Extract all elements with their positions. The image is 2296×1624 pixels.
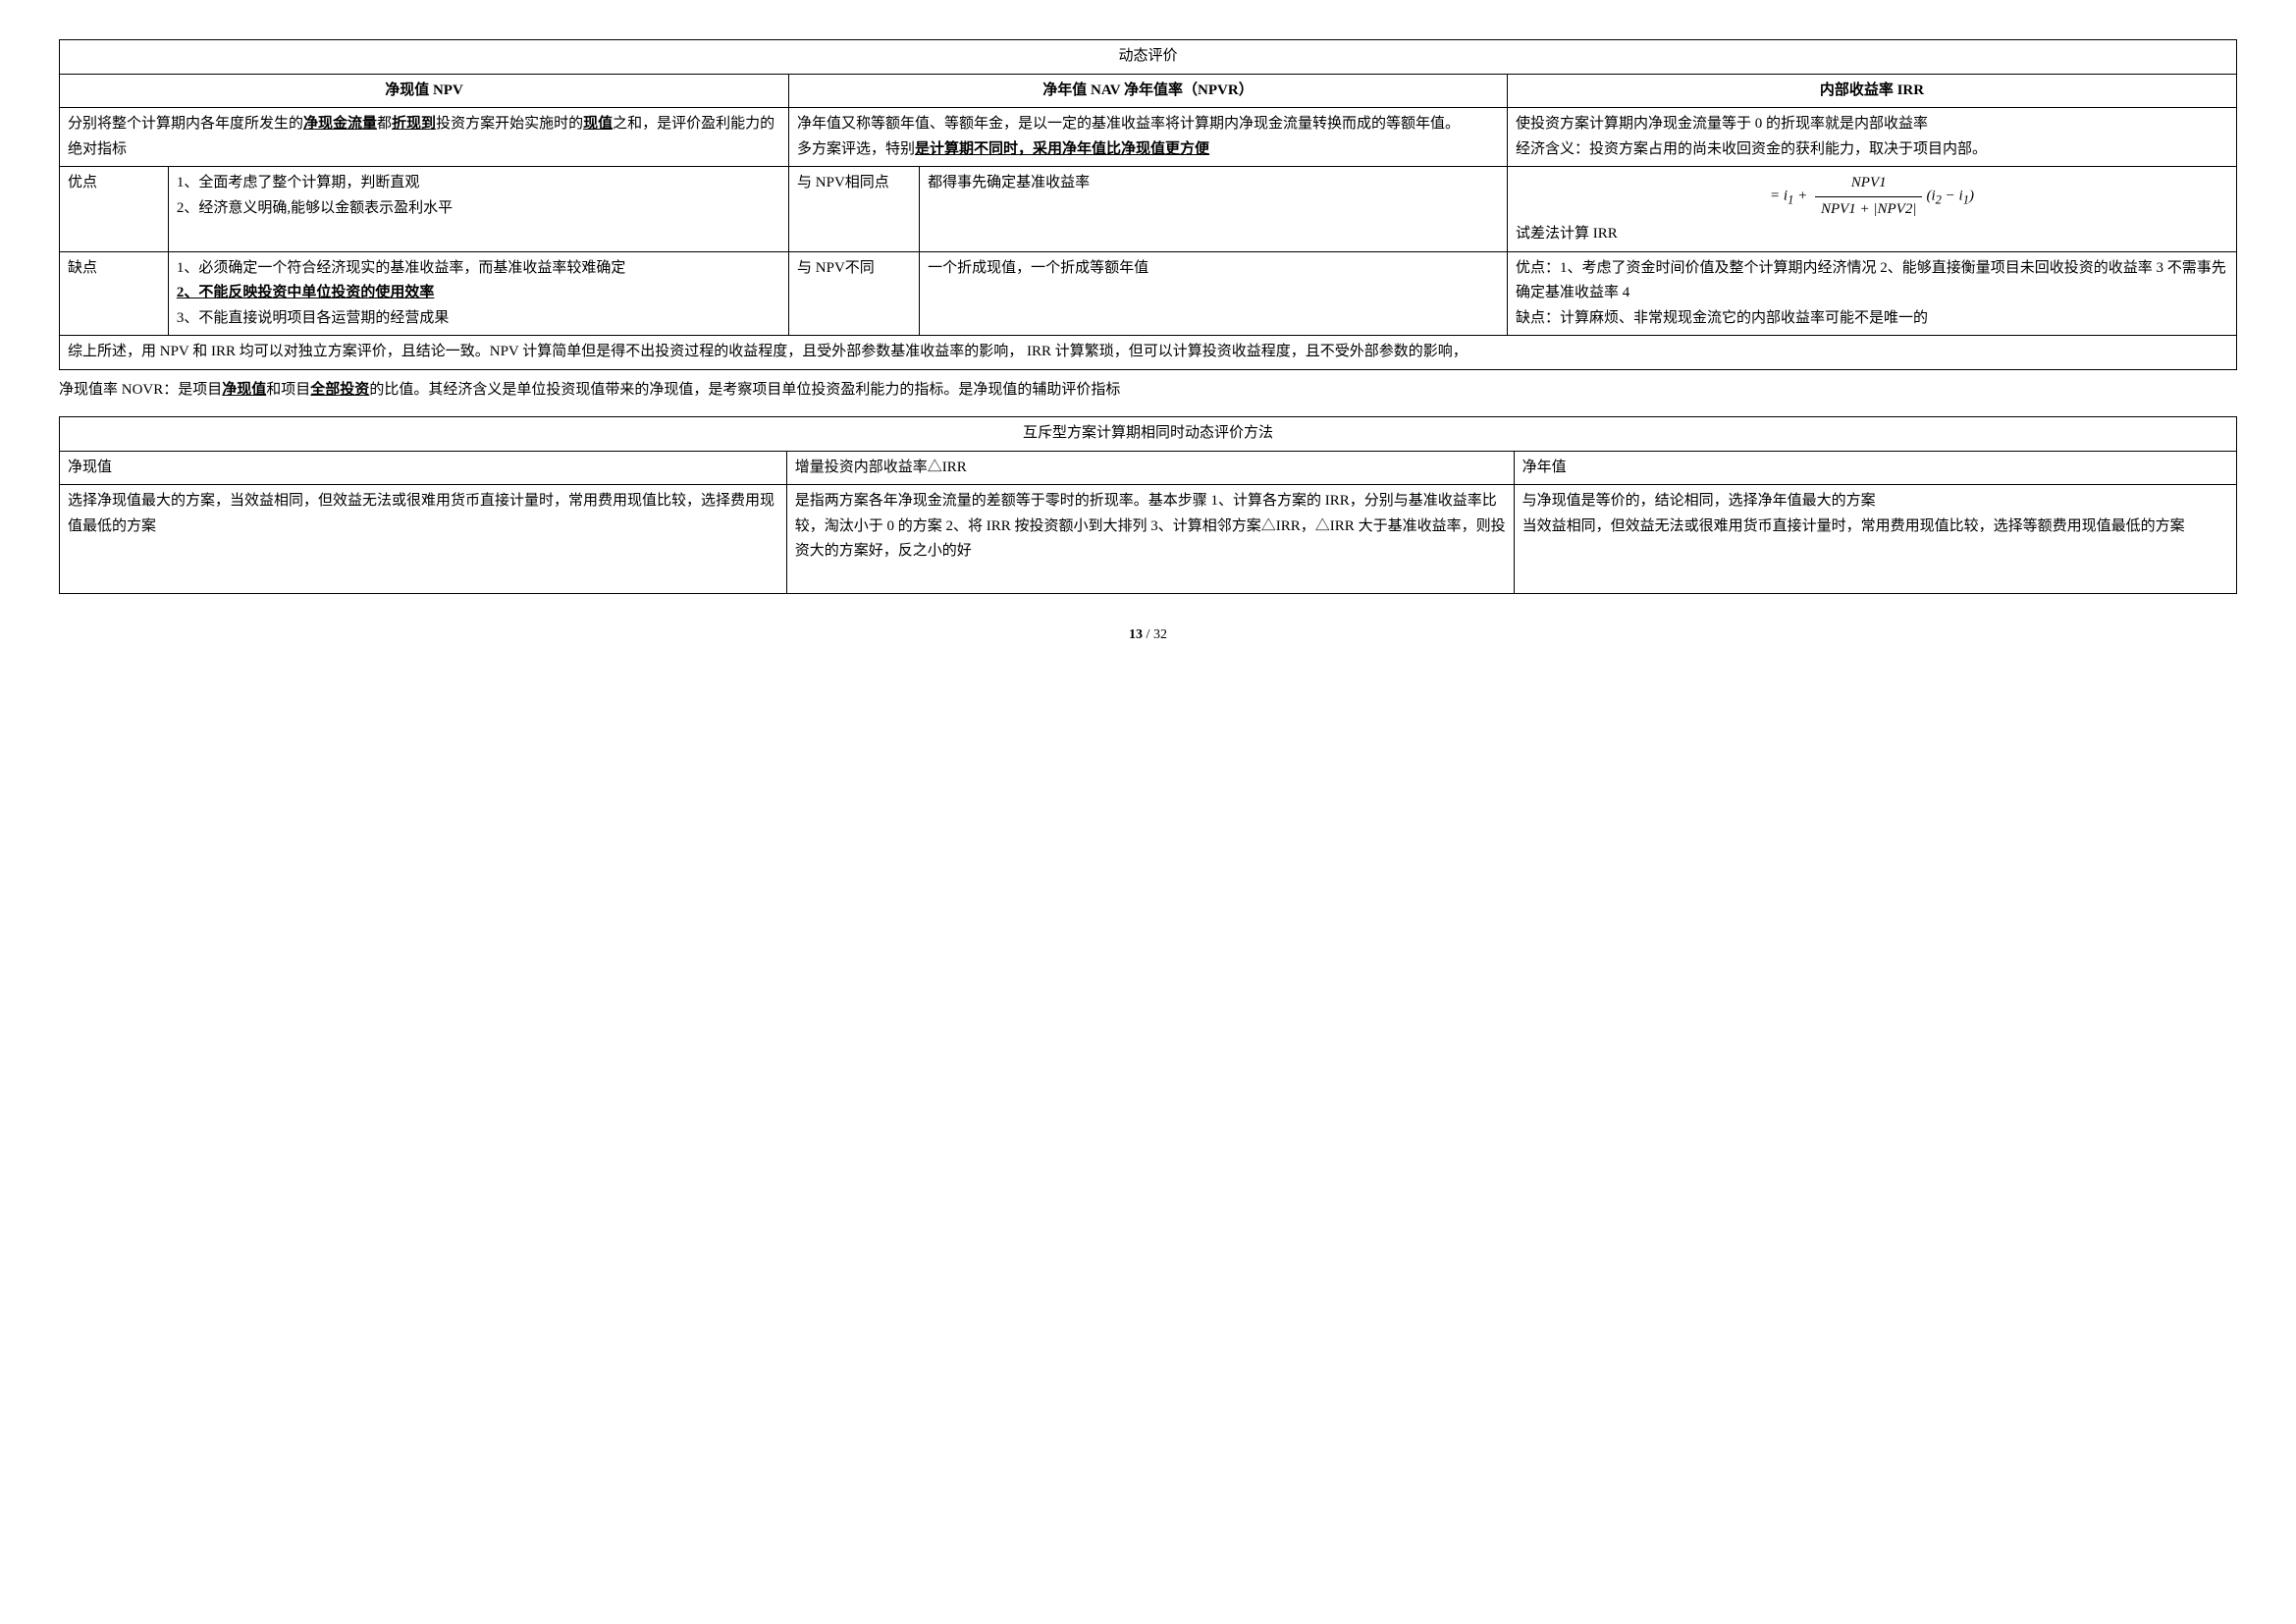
t1-npv-pros: 1、全面考虑了整个计算期，判断直观 2、经济意义明确,能够以金额表示盈利水平 <box>168 167 788 252</box>
t1-summary: 综上所述，用 NPV 和 IRR 均可以对独立方案评价，且结论一致。NPV 计算… <box>60 336 2237 370</box>
t1-header-nav: 净年值 NAV 净年值率（NPVR） <box>789 74 1508 108</box>
t1-nav-diff-label: 与 NPV不同 <box>789 251 920 336</box>
t2-h3: 净年值 <box>1514 451 2236 485</box>
t1-cons-label: 缺点 <box>60 251 169 336</box>
t1-nav-def: 净年值又称等额年值、等额年金，是以一定的基准收益率将计算期内净现金流量转换而成的… <box>789 108 1508 167</box>
t1-header-irr: 内部收益率 IRR <box>1507 74 2236 108</box>
t2-h1: 净现值 <box>60 451 787 485</box>
t1-npv-cons: 1、必须确定一个符合经济现实的基准收益率，而基准收益率较难确定 2、不能反映投资… <box>168 251 788 336</box>
t1-irr-def: 使投资方案计算期内净现金流量等于 0 的折现率就是内部收益率 经济含义：投资方案… <box>1507 108 2236 167</box>
t2-h2: 增量投资内部收益率△IRR <box>786 451 1514 485</box>
dynamic-evaluation-table: 动态评价 净现值 NPV 净年值 NAV 净年值率（NPVR） 内部收益率 IR… <box>59 39 2237 370</box>
page-number: 13 / 32 <box>59 623 2237 647</box>
t2-npv-body: 选择净现值最大的方案，当效益相同，但效益无法或很难用货币直接计量时，常用费用现值… <box>60 485 787 594</box>
t1-irr-formula-cell: = i1 + NPV1NPV1 + |NPV2|(i2 − i1) 试差法计算 … <box>1507 167 2236 252</box>
t1-nav-diff: 一个折成现值，一个折成等额年值 <box>920 251 1508 336</box>
t1-header-npv: 净现值 NPV <box>60 74 789 108</box>
t1-irr-pros-cons: 优点：1、考虑了资金时间价值及整个计算期内经济情况 2、能够直接衡量项目未回收投… <box>1507 251 2236 336</box>
t2-title: 互斥型方案计算期相同时动态评价方法 <box>60 417 2237 452</box>
t1-nav-same: 都得事先确定基准收益率 <box>920 167 1508 252</box>
t2-dirr-body: 是指两方案各年净现金流量的差额等于零时的折现率。基本步骤 1、计算各方案的 IR… <box>786 485 1514 594</box>
t1-nav-same-label: 与 NPV相同点 <box>789 167 920 252</box>
t1-pros-label: 优点 <box>60 167 169 252</box>
mutually-exclusive-table: 互斥型方案计算期相同时动态评价方法 净现值 增量投资内部收益率△IRR 净年值 … <box>59 416 2237 594</box>
t2-nav-body: 与净现值是等价的，结论相同，选择净年值最大的方案 当效益相同，但效益无法或很难用… <box>1514 485 2236 594</box>
t1-title: 动态评价 <box>60 40 2237 75</box>
t1-npv-def: 分别将整个计算期内各年度所发生的净现金流量都折现到投资方案开始实施时的现值之和，… <box>60 108 789 167</box>
novr-paragraph: 净现值率 NOVR：是项目净现值和项目全部投资的比值。其经济含义是单位投资现值带… <box>59 378 2237 404</box>
